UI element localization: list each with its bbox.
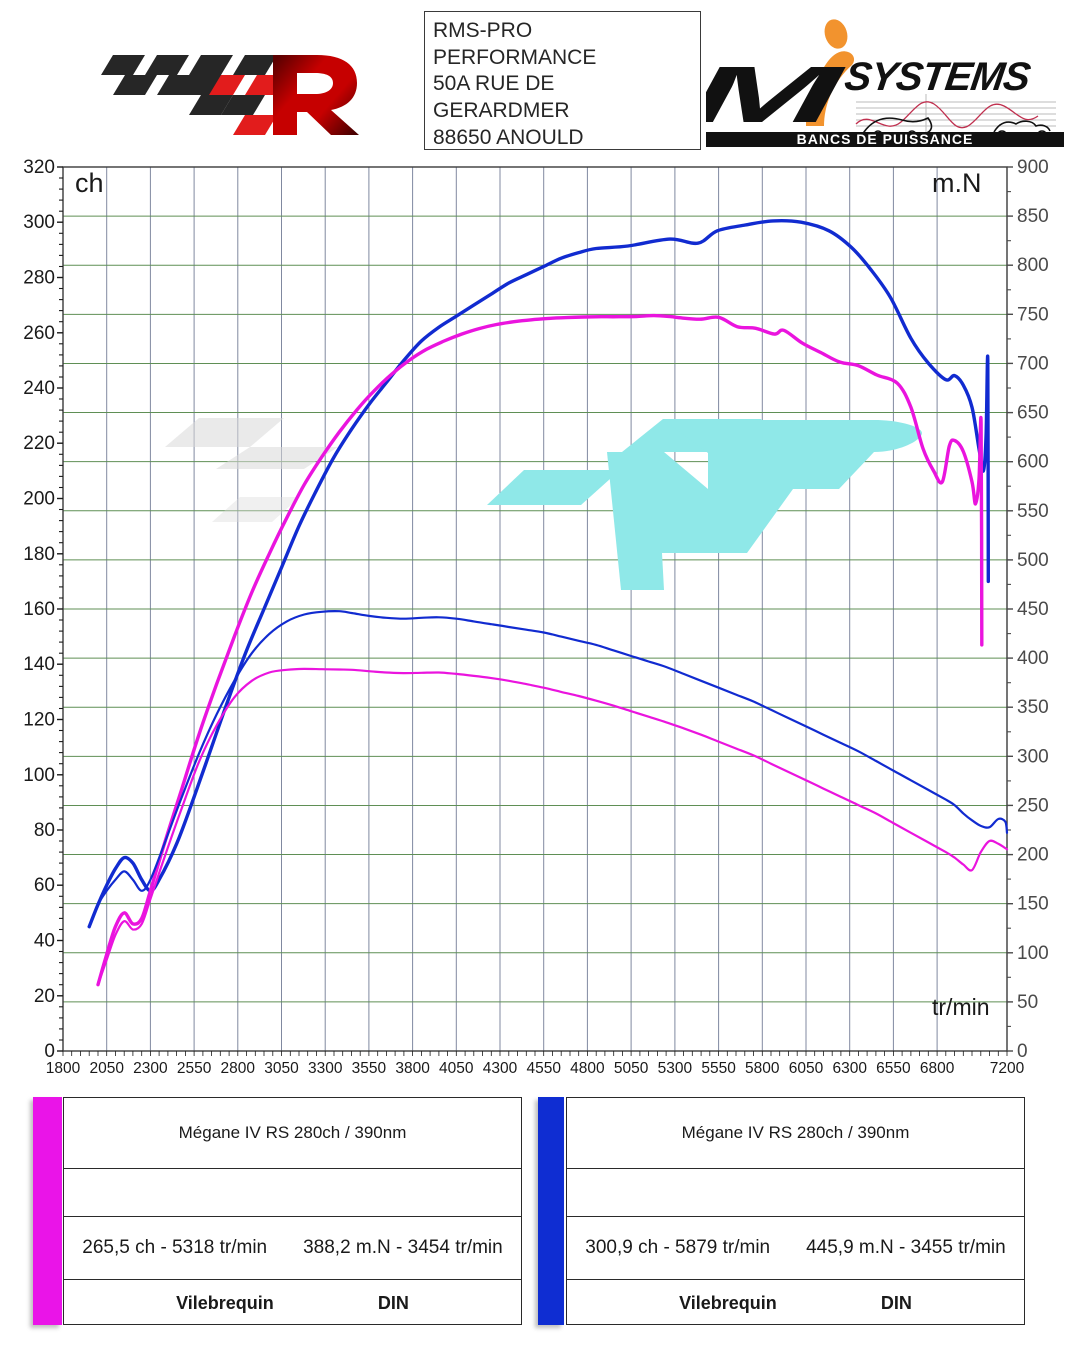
svg-text:260: 260 xyxy=(23,323,55,344)
svg-text:5800: 5800 xyxy=(745,1060,780,1077)
svg-text:160: 160 xyxy=(23,599,55,620)
svg-text:6550: 6550 xyxy=(876,1060,911,1077)
svg-text:700: 700 xyxy=(1017,353,1049,374)
svg-text:900: 900 xyxy=(1017,157,1049,178)
svg-text:6800: 6800 xyxy=(920,1060,955,1077)
svg-text:600: 600 xyxy=(1017,452,1049,473)
svg-text:500: 500 xyxy=(1017,550,1049,571)
svg-text:120: 120 xyxy=(23,710,55,731)
svg-text:220: 220 xyxy=(23,433,55,454)
svg-text:6050: 6050 xyxy=(789,1060,824,1077)
svg-text:7200: 7200 xyxy=(990,1060,1025,1077)
svg-text:6300: 6300 xyxy=(832,1060,867,1077)
svg-text:2550: 2550 xyxy=(177,1060,212,1077)
svg-text:350: 350 xyxy=(1017,697,1049,718)
svg-text:4550: 4550 xyxy=(526,1060,561,1077)
svg-text:100: 100 xyxy=(23,765,55,786)
svg-text:5300: 5300 xyxy=(658,1060,693,1077)
svg-text:5050: 5050 xyxy=(614,1060,649,1077)
svg-text:400: 400 xyxy=(1017,648,1049,669)
svg-text:100: 100 xyxy=(1017,943,1049,964)
svg-text:2050: 2050 xyxy=(89,1060,124,1077)
svg-text:1800: 1800 xyxy=(46,1060,81,1077)
svg-text:300: 300 xyxy=(23,212,55,233)
svg-text:850: 850 xyxy=(1017,206,1049,227)
svg-text:140: 140 xyxy=(23,654,55,675)
svg-text:tr/min: tr/min xyxy=(932,994,990,1020)
svg-text:50: 50 xyxy=(1017,992,1038,1013)
svg-text:450: 450 xyxy=(1017,599,1049,620)
svg-text:200: 200 xyxy=(1017,845,1049,866)
svg-text:150: 150 xyxy=(1017,894,1049,915)
svg-text:200: 200 xyxy=(23,489,55,510)
svg-text:4050: 4050 xyxy=(439,1060,474,1077)
svg-text:m.N: m.N xyxy=(932,168,982,198)
svg-text:800: 800 xyxy=(1017,255,1049,276)
svg-text:3800: 3800 xyxy=(395,1060,430,1077)
svg-text:4300: 4300 xyxy=(483,1060,518,1077)
svg-text:250: 250 xyxy=(1017,795,1049,816)
svg-text:80: 80 xyxy=(34,820,55,841)
svg-text:550: 550 xyxy=(1017,501,1049,522)
svg-text:300: 300 xyxy=(1017,746,1049,767)
svg-text:750: 750 xyxy=(1017,304,1049,325)
svg-text:4800: 4800 xyxy=(570,1060,605,1077)
svg-text:650: 650 xyxy=(1017,403,1049,424)
svg-text:180: 180 xyxy=(23,544,55,565)
svg-text:0: 0 xyxy=(1017,1041,1028,1062)
svg-text:240: 240 xyxy=(23,378,55,399)
svg-text:2300: 2300 xyxy=(133,1060,168,1077)
svg-text:ch: ch xyxy=(75,168,104,198)
svg-text:2800: 2800 xyxy=(221,1060,256,1077)
svg-text:40: 40 xyxy=(34,931,55,952)
svg-text:3300: 3300 xyxy=(308,1060,343,1077)
svg-text:280: 280 xyxy=(23,268,55,289)
svg-text:60: 60 xyxy=(34,875,55,896)
svg-text:5550: 5550 xyxy=(701,1060,736,1077)
svg-text:20: 20 xyxy=(34,986,55,1007)
svg-text:3050: 3050 xyxy=(264,1060,299,1077)
svg-text:0: 0 xyxy=(44,1041,55,1062)
svg-text:3550: 3550 xyxy=(352,1060,387,1077)
svg-text:320: 320 xyxy=(23,157,55,178)
